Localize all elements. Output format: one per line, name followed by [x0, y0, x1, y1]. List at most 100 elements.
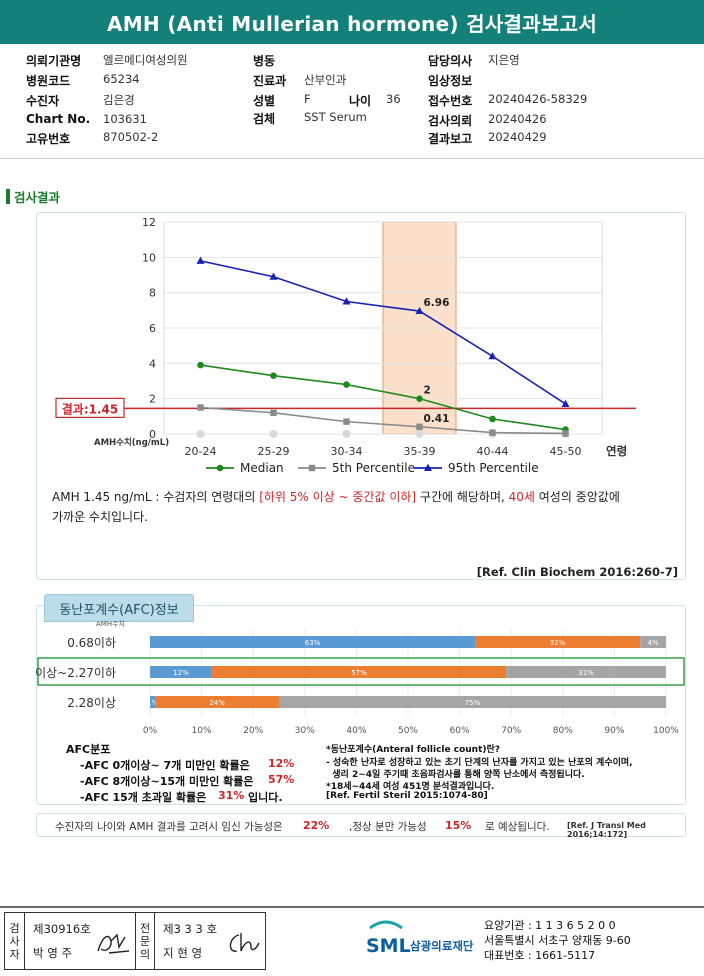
data-point — [343, 418, 350, 425]
y-tick-label: 0 — [149, 428, 156, 441]
afc-row-highlight — [37, 657, 685, 686]
delivery-rate: 15% — [445, 819, 472, 832]
info-label: 검사의뢰 — [428, 114, 473, 128]
legend-marker — [308, 464, 316, 472]
info-label: 수진자 — [26, 94, 60, 108]
data-point — [489, 429, 496, 436]
afc-dist-pct: 31% — [218, 789, 245, 802]
afc-x-tick: 10% — [192, 726, 212, 736]
result-label-box — [55, 397, 125, 418]
pregnancy-text: ,정상 분만 가능성 — [349, 821, 427, 833]
afc-segment-label: 75% — [465, 699, 481, 707]
afc-segment — [640, 636, 666, 648]
age-label: 나이 — [349, 94, 372, 108]
afc-x-tick: 100% — [653, 726, 679, 736]
data-point — [197, 361, 204, 369]
afc-segment — [475, 636, 641, 648]
result-note: AMH 1.45 ng/mL : 수검자의 연령대의 [하위 5% 이상 ~ 중… — [52, 490, 620, 524]
afc-segment-label: 32% — [550, 639, 566, 647]
info-label: 병동 — [253, 54, 276, 68]
info-value: 20240426-58329 — [488, 92, 588, 106]
afc-segment — [506, 666, 666, 678]
afc-x-tick: 90% — [604, 726, 624, 736]
afc-def-line: *18세~44세 여성 451명 분석결과입니다. — [326, 782, 495, 792]
patient-info: 의뢰기관명 엘르메디여성의원 병원코드 65234 수진자 김은경 Chart … — [0, 52, 704, 148]
data-point — [196, 256, 205, 264]
info-label: 의뢰기관명 — [26, 54, 82, 68]
afc-segment — [150, 696, 156, 708]
afc-axis-title: AMH수치 — [96, 619, 125, 628]
info-label: 접수번호 — [428, 94, 473, 108]
afc-segment — [279, 696, 666, 708]
x-tick-label: 40-44 — [477, 445, 509, 458]
afc-row-label: 2.28이상 — [67, 696, 116, 710]
info-value: 65234 — [103, 72, 140, 86]
afc-x-tick: 60% — [450, 726, 470, 736]
afc-segment-label: 12% — [173, 669, 189, 677]
data-point — [197, 404, 204, 411]
y-tick-label: 8 — [149, 287, 156, 300]
x-tick-marker — [415, 430, 424, 438]
legend-label: Median — [240, 461, 284, 475]
afc-row-label: 0.68이하 — [67, 636, 116, 650]
data-label: 0.41 — [424, 413, 450, 425]
legend-label: 95th Percentile — [448, 461, 539, 475]
info-divider — [0, 158, 704, 159]
section-title: 검사결과 — [6, 187, 60, 206]
examiner-signature — [97, 933, 130, 954]
data-point — [343, 381, 350, 388]
afc-def-line: 생리 2~4일 주기때 초음파검사를 통해 양쪽 난소에서 측정됩니다. — [326, 770, 585, 780]
logo-org-name: 삼광의료재단 — [410, 939, 474, 953]
info-label: 담당의사 — [428, 54, 473, 68]
afc-dist-title: AFC분포 — [66, 743, 111, 756]
data-point — [416, 395, 423, 402]
info-value: 870502-2 — [103, 130, 159, 144]
afc-bar-chart: AMH수치 0% 10% 20% 30% 40% 50% 60% 70% 80% 90% 100% 0.… — [36, 619, 685, 736]
afc-segment-label: 57% — [351, 669, 367, 677]
info-label: Chart No. — [26, 112, 91, 126]
info-value: 20240429 — [488, 130, 547, 144]
reviewer-number: 제3 3 3 호 — [163, 922, 218, 936]
data-point — [489, 415, 496, 423]
data-point — [269, 272, 278, 280]
afc-dist-pct: 12% — [268, 757, 295, 770]
info-label: 성별 — [253, 94, 276, 108]
afc-segment-label: 4% — [648, 639, 659, 647]
afc-x-tick: 50% — [398, 726, 418, 736]
y-tick-label: 12 — [142, 216, 156, 229]
x-tick-label: 30-34 — [331, 445, 363, 458]
x-tick-label: 20-24 — [185, 445, 217, 458]
result-label: 결과:1.45 — [62, 401, 119, 416]
afc-row-label: 0.69이상~2.27이하 — [36, 666, 116, 680]
pregnancy-probability: 수진자의 나이와 AMH 결과를 고려시 임신 가능성은 22% ,정상 분만 … — [36, 813, 686, 839]
afc-x-tick: 20% — [243, 726, 263, 736]
pregnancy-text: 로 예상됩니다. — [485, 821, 550, 833]
info-value: 지은영 — [488, 53, 520, 67]
age-value: 36 — [386, 92, 401, 106]
org-phone: 대표번호 : 1661-5117 — [484, 949, 596, 962]
info-label: 결과보고 — [428, 132, 473, 146]
reviewer-signature — [229, 933, 260, 952]
amh-line-chart: 0 2 4 6 8 10 12 20-24 25-29 30-34 35-39 40-44 45-50 연… — [55, 216, 636, 475]
info-label: 진료과 — [253, 74, 287, 88]
org-contact: 요양기관 : 1 1 3 6 5 2 0 0 서울특별시 서초구 양재동 9-6… — [484, 918, 631, 963]
afc-def-line: - 성숙한 난자로 성장하고 있는 초기 단계의 난자를 가지고 있는 난포의 … — [326, 758, 633, 768]
data-label: 2 — [424, 385, 431, 397]
afc-x-tick: 80% — [553, 726, 573, 736]
examiner-name: 박 영 주 — [33, 946, 73, 960]
org-address: 서울특별시 서초구 양재동 9-60 — [484, 934, 631, 947]
pregnancy-text: 수진자의 나이와 AMH 결과를 고려시 임신 가능성은 — [55, 821, 283, 833]
org-code: 요양기관 : 1 1 3 6 5 2 0 0 — [484, 919, 616, 932]
info-value: 103631 — [103, 112, 147, 126]
x-tick-label: 25-29 — [258, 445, 290, 458]
sml-logo: SML 삼광의료재단 — [366, 920, 474, 957]
data-point — [342, 297, 351, 305]
y-tick-label: 4 — [149, 357, 156, 370]
afc-segment-label: 24% — [209, 699, 225, 707]
data-point — [488, 352, 497, 360]
afc-dist-item: -AFC 0개이상~ 7개 미만인 확률은 — [80, 759, 250, 772]
afc-dist-item: -AFC 15개 초과일 확률은 — [80, 791, 207, 804]
info-value: 산부인과 — [304, 73, 347, 87]
